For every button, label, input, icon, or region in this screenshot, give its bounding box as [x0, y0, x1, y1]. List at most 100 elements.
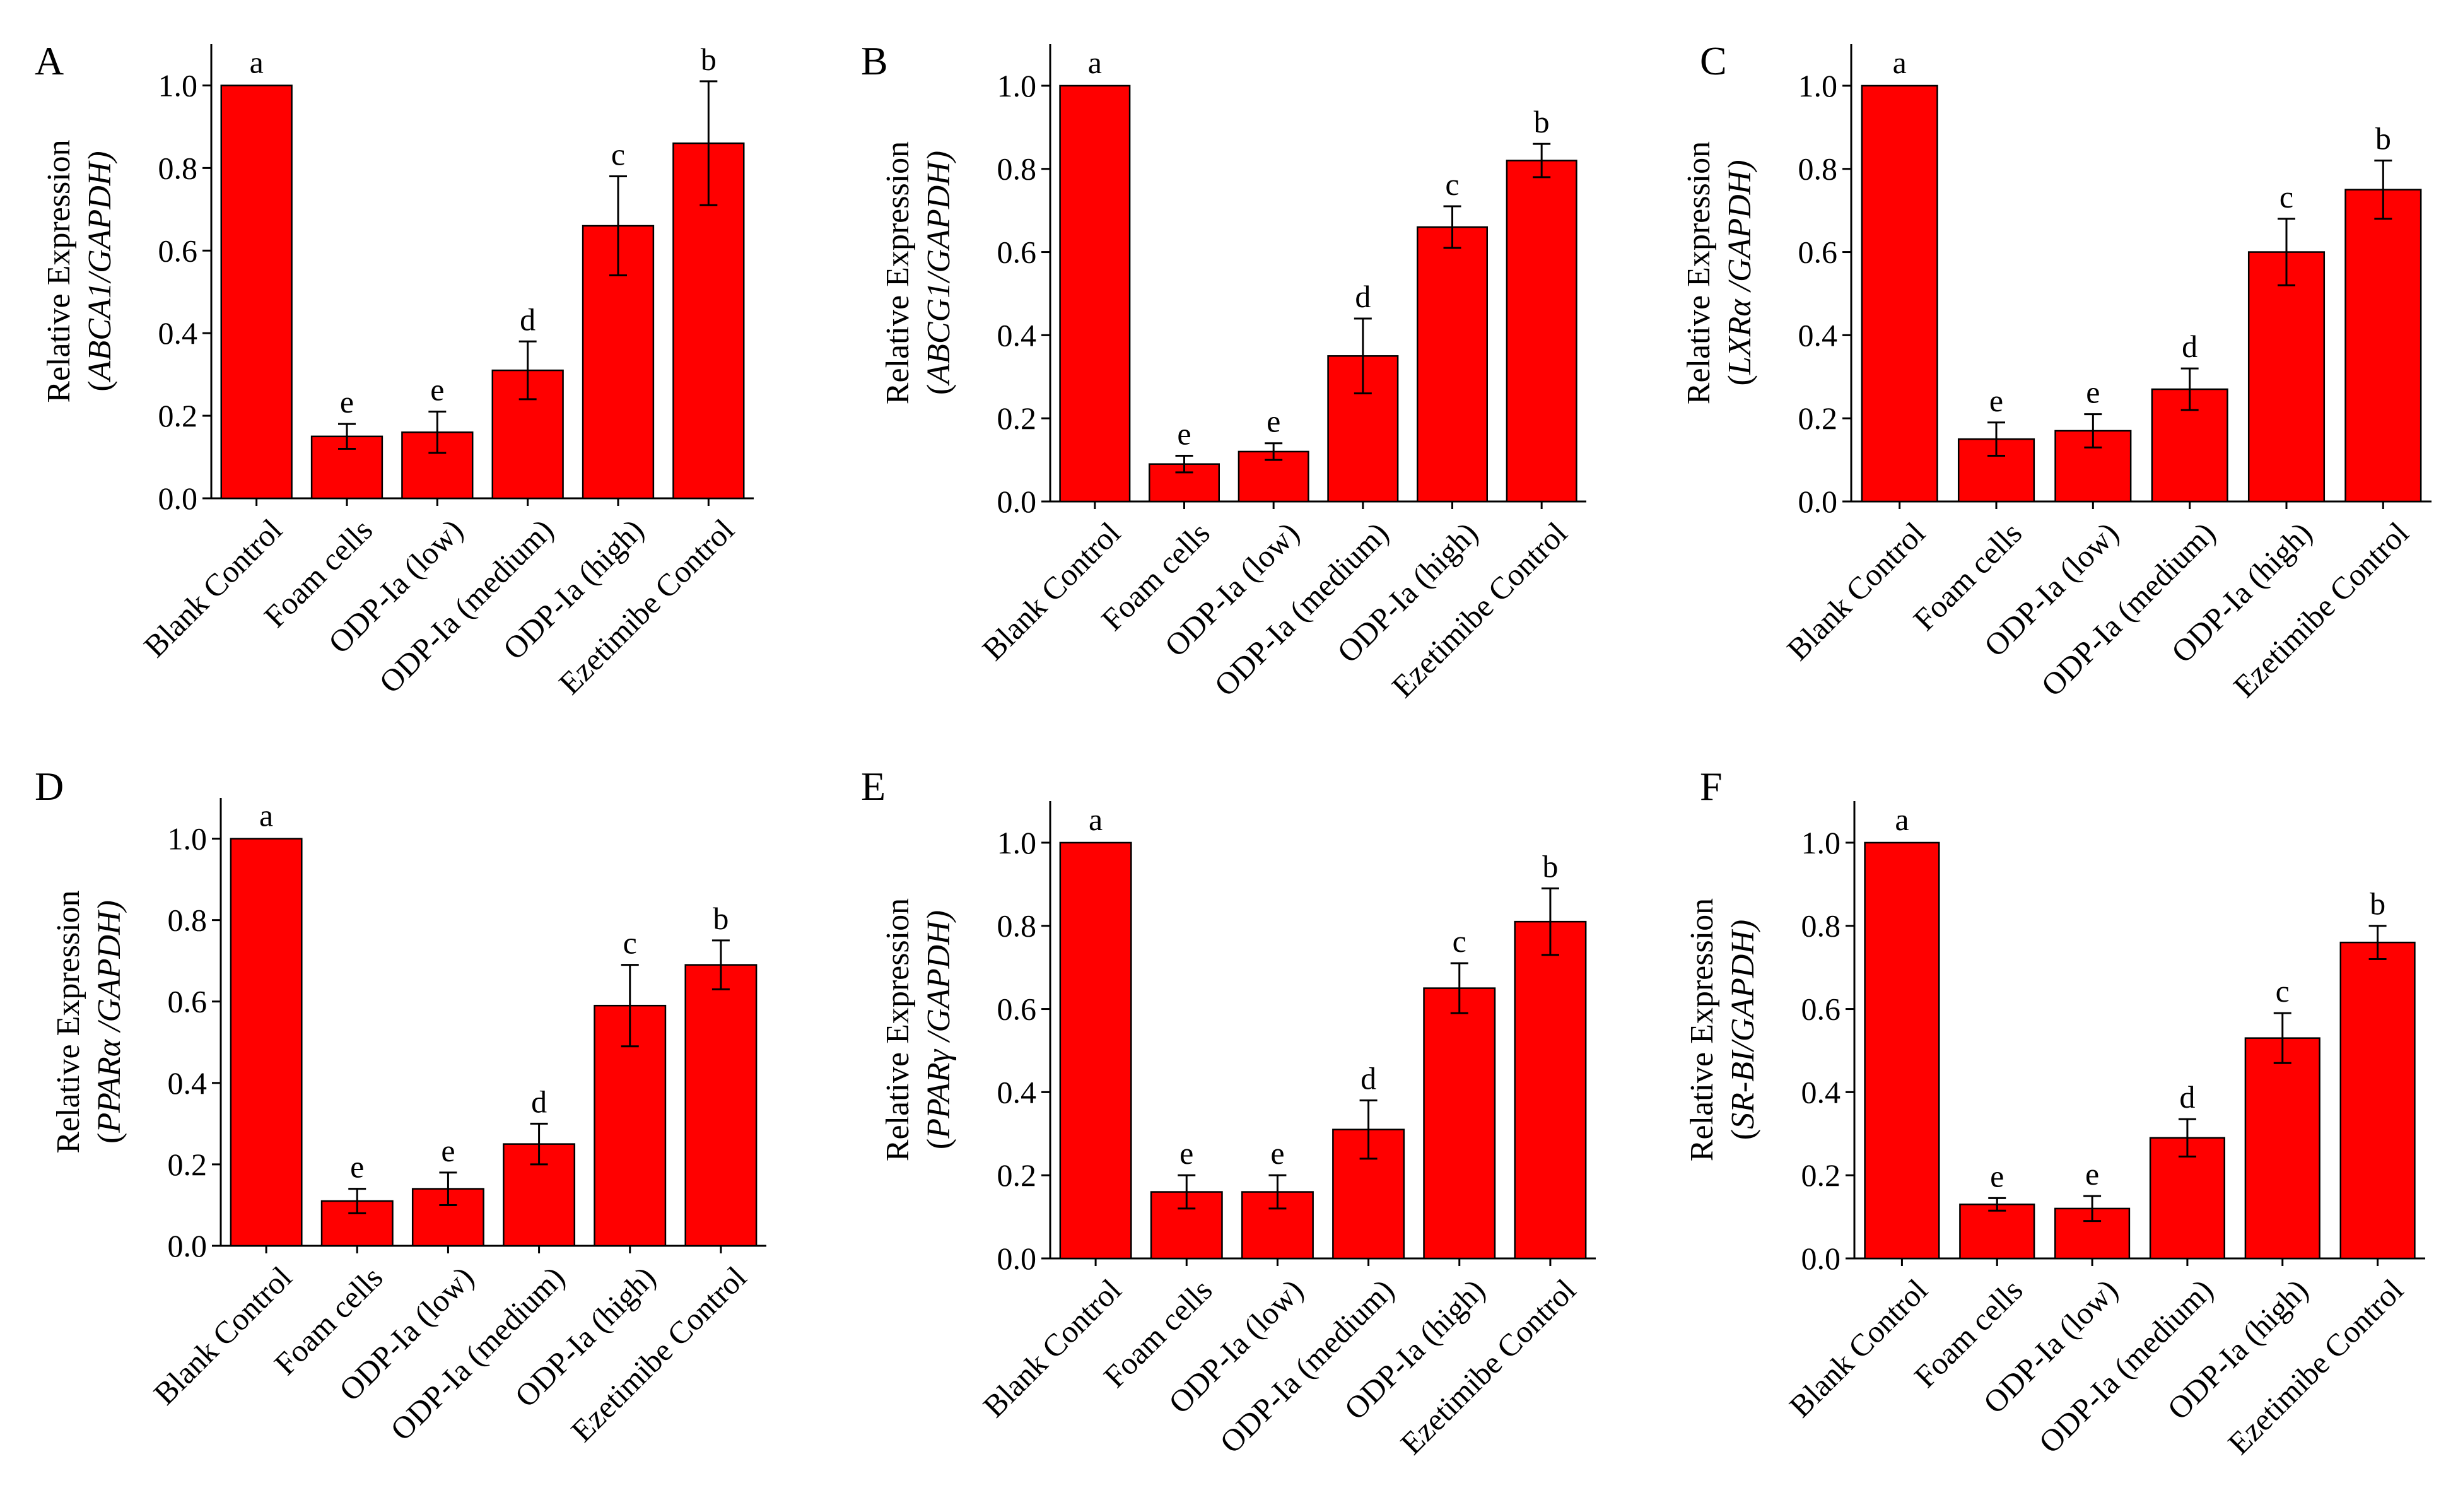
y-tick-label: 0.2 [1798, 401, 1838, 436]
y-axis-title-open: ( [1725, 1129, 1761, 1140]
significance-label: c [1445, 167, 1459, 202]
significance-label: d [520, 302, 535, 337]
y-tick-label: 0.2 [997, 401, 1037, 436]
x-category-label: ODP-Ia (medium) [2034, 515, 2222, 703]
significance-label: e [340, 384, 354, 419]
significance-label: d [2182, 329, 2198, 364]
significance-label: e [441, 1133, 455, 1168]
significance-label: b [2375, 121, 2391, 156]
y-axis-title-ref: /GAPDH) [1725, 920, 1761, 1053]
significance-label: c [2276, 973, 2290, 1009]
bar [1959, 1204, 2035, 1260]
significance-label: e [430, 372, 444, 407]
x-category-label: Ezetimibe Control [2221, 1272, 2410, 1462]
y-tick-label: 0.0 [1801, 1241, 1841, 1276]
bar [1417, 226, 1488, 503]
y-axis-title-line2: (ABCG1/GAPDH) [921, 151, 957, 395]
significance-label: b [2370, 886, 2385, 922]
y-axis-title-open: ( [91, 1133, 127, 1144]
y-tick-label: 0.6 [168, 984, 208, 1019]
y-tick-label: 0.6 [1801, 992, 1841, 1027]
y-tick-label: 1.0 [1798, 68, 1838, 103]
significance-label: a [1089, 802, 1103, 837]
significance-label: e [2086, 375, 2100, 410]
y-axis-title-line2: (ABCA1/GAPDH) [82, 151, 118, 391]
significance-label: a [259, 798, 273, 833]
y-axis-title-gene: ABCG1 [921, 282, 957, 386]
bar [1059, 841, 1132, 1260]
significance-label: c [623, 925, 637, 961]
y-tick-label: 0.0 [168, 1228, 208, 1263]
significance-label: e [1270, 1135, 1284, 1171]
y-tick-label: 0.0 [997, 484, 1037, 519]
significance-label: c [1453, 923, 1466, 959]
y-tick-label: 0.4 [997, 317, 1037, 353]
x-category-label: Blank Control [975, 515, 1127, 667]
y-tick-label: 0.4 [1801, 1074, 1841, 1110]
significance-label: d [1355, 279, 1371, 314]
y-tick-label: 0.4 [158, 315, 198, 351]
x-category-label: Blank Control [137, 512, 289, 664]
bar [1514, 920, 1587, 1260]
y-axis-title-gene: PPARα [91, 1038, 127, 1133]
y-axis-title-line1: Relative Expression [880, 141, 916, 404]
y-axis-title-ref: /GAPDH) [1722, 160, 1758, 299]
y-axis-title-line1: Relative Expression [1684, 898, 1720, 1161]
y-tick-label: 1.0 [168, 821, 208, 857]
y-tick-label: 0.0 [1798, 484, 1838, 519]
significance-label: e [1177, 416, 1191, 452]
significance-label: c [611, 136, 625, 172]
x-category-label: Ezetimibe Control [2227, 515, 2416, 705]
y-axis-title-line2: (PPARα /GAPDH) [91, 900, 127, 1144]
panel-letter: B [861, 38, 888, 83]
y-tick-label: 1.0 [997, 825, 1037, 860]
bar [684, 964, 758, 1247]
y-axis-title-gene: SR-BI [1725, 1049, 1761, 1129]
bar [1059, 85, 1131, 503]
y-tick-label: 0.4 [168, 1065, 208, 1101]
significance-label: e [1990, 1158, 2004, 1193]
significance-label: d [1361, 1061, 1376, 1096]
significance-label: e [350, 1149, 364, 1185]
y-tick-label: 0.8 [158, 150, 198, 185]
x-category-label: Blank Control [1780, 515, 1932, 667]
y-axis-title-gene: LXRα [1722, 298, 1758, 375]
y-tick-label: 0.2 [158, 398, 198, 433]
y-axis-title-open: ( [82, 380, 118, 391]
significance-label: e [2085, 1156, 2099, 1192]
y-axis-title-open: ( [921, 384, 957, 395]
y-axis-title-open: ( [921, 1139, 957, 1149]
bar [2149, 1137, 2225, 1260]
y-axis-title-line1: Relative Expression [1681, 141, 1717, 404]
significance-label: e [1989, 383, 2003, 418]
x-category-label: Blank Control [146, 1260, 298, 1412]
y-tick-label: 0.8 [997, 151, 1037, 187]
bar [1864, 841, 1940, 1260]
y-axis-title-ref: /GAPDH) [921, 151, 957, 284]
y-axis-title-line2: (LXRα /GAPDH) [1722, 160, 1758, 385]
significance-label: d [531, 1084, 547, 1119]
y-tick-label: 0.0 [997, 1241, 1037, 1276]
bar [1149, 463, 1220, 503]
significance-label: a [1895, 802, 1909, 837]
y-tick-label: 0.8 [1798, 151, 1838, 187]
y-axis-title-open: ( [1722, 375, 1758, 385]
y-tick-label: 1.0 [158, 67, 198, 103]
y-tick-label: 0.4 [1798, 317, 1838, 353]
y-axis-title-line2: (SR-BI/GAPDH) [1725, 920, 1761, 1140]
significance-label: b [713, 901, 729, 936]
y-tick-label: 1.0 [997, 68, 1037, 103]
y-axis-title-line1: Relative Expression [50, 890, 86, 1153]
significance-label: e [1179, 1135, 1193, 1171]
y-tick-label: 0.6 [158, 233, 198, 268]
y-tick-label: 0.4 [997, 1074, 1037, 1110]
bar [1861, 85, 1938, 503]
significance-label: b [701, 42, 717, 77]
y-tick-label: 0.8 [997, 908, 1037, 944]
